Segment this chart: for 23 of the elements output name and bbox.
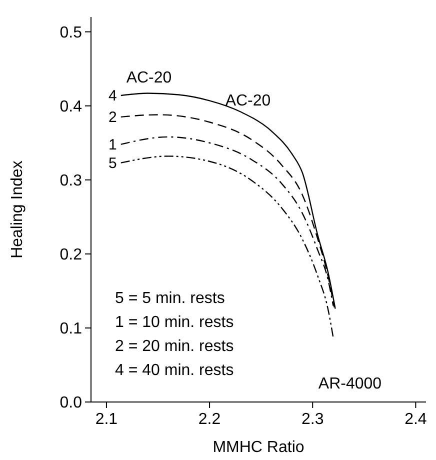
x-tick-label: 2.3 [301,411,324,428]
series-label: 2 [108,109,117,126]
annotation: AR-4000 [318,376,382,393]
annotation: 4 = 40 min. rests [115,362,234,379]
series-label: 4 [108,88,117,105]
y-tick-label: 0.5 [60,24,82,42]
y-axis-title: Healing Index [9,160,26,258]
annotation: 2 = 20 min. rests [115,338,234,355]
annotation: AC-20 [126,70,172,87]
y-tick-label: 0.1 [60,320,82,338]
y-tick-label: 0.3 [60,172,82,190]
x-axis-title: MMHC Ratio [212,439,304,456]
annotation: 1 = 10 min. rests [115,314,234,331]
annotation: AC-20 [225,92,271,110]
series-label: 5 [108,155,117,172]
y-tick-label: 0.4 [60,98,82,116]
annotation: 5 = 5 min. rests [115,290,225,307]
y-tick-label: 0.2 [60,246,82,264]
x-tick-label: 2.4 [404,411,427,428]
series-label: 1 [108,136,117,154]
x-tick-label: 2.2 [198,411,221,428]
x-tick-label: 2.1 [95,411,118,428]
y-tick-label: 0.0 [60,394,82,412]
